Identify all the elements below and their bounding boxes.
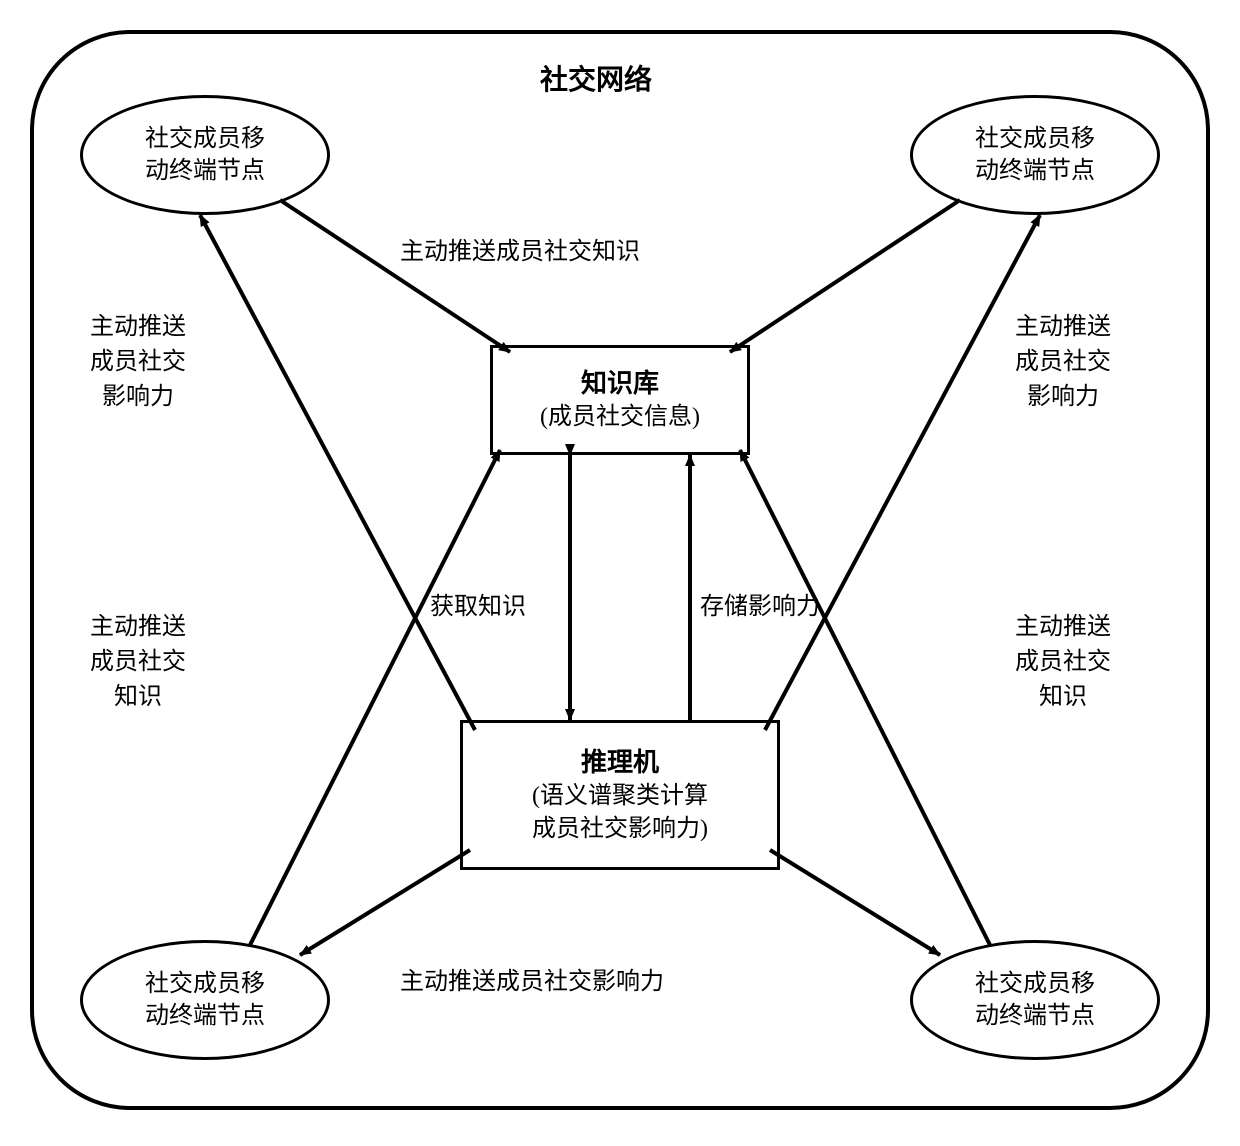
node-label: 社交成员移 动终端节点 [975,968,1095,1033]
node-subtitle: (语义谱聚类计算 成员社交影响力) [532,780,708,845]
edge-label-top-center: 主动推送成员社交知识 [400,235,640,270]
node-top-right: 社交成员移 动终端节点 [910,95,1160,215]
node-knowledge-base: 知识库 (成员社交信息) [490,345,750,455]
edge-label-right-lower: 主动推送 成员社交 知识 [1015,610,1111,714]
edge-label-mid-left: 获取知识 [430,590,526,625]
edge-label-bottom-center: 主动推送成员社交影响力 [400,965,664,1000]
node-title: 推理机 [581,745,659,780]
node-label: 社交成员移 动终端节点 [975,123,1095,188]
node-inference-engine: 推理机 (语义谱聚类计算 成员社交影响力) [460,720,780,870]
edge-label-mid-right: 存储影响力 [700,590,820,625]
edge-label-left-lower: 主动推送 成员社交 知识 [90,610,186,714]
node-bottom-right: 社交成员移 动终端节点 [910,940,1160,1060]
node-top-left: 社交成员移 动终端节点 [80,95,330,215]
node-bottom-left: 社交成员移 动终端节点 [80,940,330,1060]
node-subtitle: (成员社交信息) [540,401,700,433]
node-label: 社交成员移 动终端节点 [145,123,265,188]
edge-label-right-upper: 主动推送 成员社交 影响力 [1015,310,1111,414]
node-title: 知识库 [581,366,659,401]
diagram-title: 社交网络 [540,58,652,98]
node-label: 社交成员移 动终端节点 [145,968,265,1033]
edge-label-left-upper: 主动推送 成员社交 影响力 [90,310,186,414]
